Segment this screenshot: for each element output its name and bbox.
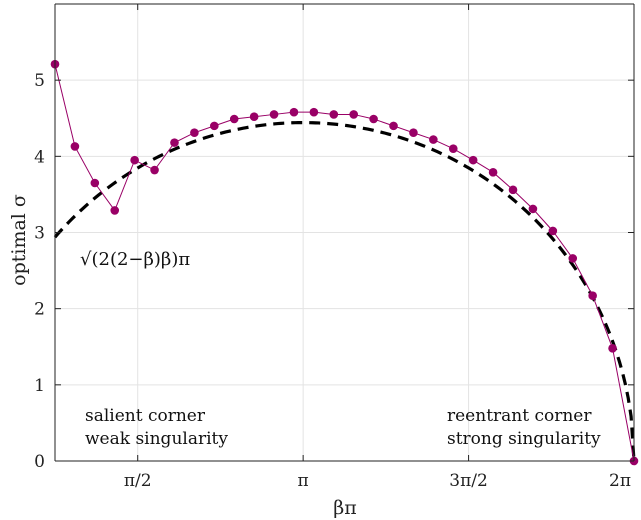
data-point-19 [429,135,438,144]
data-point-4 [130,155,139,165]
annotation-salient-line1: salient corner [85,406,206,426]
x-axis-label: βπ [333,497,356,519]
y-axis-label: optimal σ [8,194,30,286]
data-point-10 [249,112,259,122]
data-point-16 [369,114,378,124]
data-point-14 [329,110,339,119]
x-tick-label-1: π [298,471,309,491]
annotation-reentrant-line1: reentrant corner [447,406,592,426]
data-point-13 [309,107,319,117]
data-point-21 [468,155,478,165]
x-tick-label-3: 2π [609,471,631,491]
dashed-curve-layer [53,120,636,462]
data-point-18 [409,128,418,138]
annotation-reentrant-line2: strong singularity [447,429,601,449]
grid [55,4,634,461]
y-tick-label-2: 2 [34,300,45,320]
data-point-7 [190,128,199,138]
data-point-23 [508,185,518,195]
tick-labels: π/2 π 3π/2 2π 0 1 2 3 4 5 [34,71,631,491]
series-layer [50,59,639,466]
data-point-2 [90,178,100,188]
axes [54,3,635,462]
x-tick-label-0: π/2 [124,471,152,491]
dashed-curve [53,120,636,462]
curve-formula-label: √(2(2−β)β)π [80,249,190,270]
data-point-28 [608,343,617,353]
data-point-17 [389,121,398,131]
x-tick-label-2: 3π/2 [449,471,488,491]
data-point-11 [269,110,279,119]
data-point-15 [349,110,358,119]
data-point-27 [588,291,597,301]
data-point-9 [229,114,239,124]
data-point-1 [70,142,80,151]
data-point-20 [448,144,458,154]
y-tick-label-1: 1 [34,376,45,396]
data-point-5 [150,165,159,175]
data-point-26 [568,254,578,263]
annotation-salient-line2: weak singularity [85,429,228,449]
data-point-24 [528,204,538,214]
data-point-22 [488,168,498,177]
y-tick-label-5: 5 [34,71,45,91]
data-point-6 [170,138,179,147]
data-point-3 [110,206,120,215]
y-tick-label-3: 3 [34,224,45,244]
data-point-8 [210,121,219,131]
y-tick-label-4: 4 [34,147,45,167]
y-tick-label-0: 0 [34,452,45,472]
data-point-12 [289,107,299,117]
data-point-25 [548,226,558,236]
